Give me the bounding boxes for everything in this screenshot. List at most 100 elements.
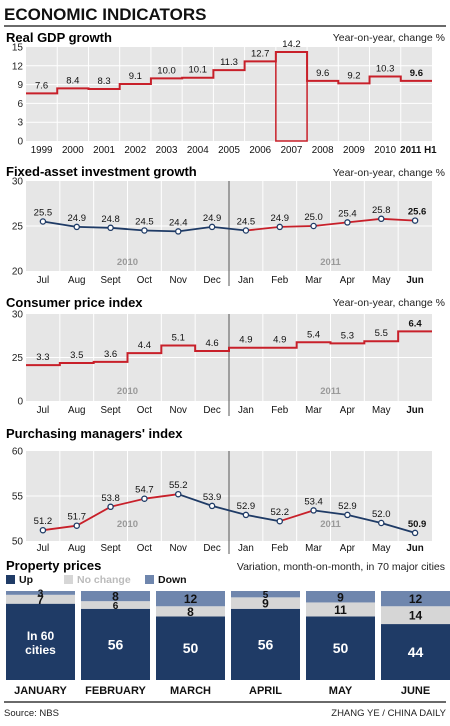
cpi-data-label: 3.3 [36, 352, 49, 363]
property-bar-label: In 60 [27, 629, 55, 643]
cpi-title: Consumer price index [6, 295, 143, 310]
property-xtick-label: MAY [329, 685, 353, 697]
pmi-xtick-label: Nov [170, 543, 188, 554]
fai-title: Fixed-asset investment growth [6, 164, 197, 179]
pmi-series-segment [144, 493, 179, 500]
cpi-xtick-label: Jun [406, 405, 423, 416]
property-bar-segment-down [81, 591, 150, 602]
pmi-data-point [377, 519, 385, 527]
gdp-title: Real GDP growth [6, 30, 112, 45]
fai-data-point [242, 227, 250, 234]
property-bar-segment-down [156, 591, 225, 607]
legend-swatch-up [6, 575, 15, 584]
pmi-data-point [242, 511, 250, 519]
property-bar-label: 50 [333, 640, 349, 656]
property-bar-label: 3 [38, 589, 44, 600]
fai-year-label: 2010 [117, 257, 138, 268]
gdp-xtick-label: 1999 [31, 145, 53, 156]
pmi-data-point [39, 526, 47, 534]
fai-data-label: 24.9 [271, 213, 290, 224]
property-bar-segment-no-change [381, 606, 450, 625]
pmi-data-point [344, 511, 351, 519]
fai-xtick-label: Jul [37, 275, 50, 286]
gdp-xtick-label: 2005 [218, 145, 240, 156]
pmi-xtick-label: Jul [37, 543, 50, 554]
pmi-data-point [107, 503, 114, 511]
pmi-series-segment [110, 497, 145, 508]
gdp-ytick-label: 0 [17, 137, 23, 148]
cpi-xtick-label: Apr [340, 405, 356, 416]
cpi-year-label: 2010 [117, 386, 138, 397]
fai-data-point [344, 219, 351, 226]
property-bar-label: 8 [187, 605, 194, 619]
cpi-ytick-label: 0 [17, 397, 23, 408]
gdp-data-label: 10.3 [376, 63, 395, 74]
pmi-series-segment [347, 514, 382, 524]
gdp-data-label: 9.6 [410, 68, 423, 79]
pmi-year-label: 2011 [320, 519, 341, 530]
fai-data-label: 25.8 [372, 205, 391, 216]
page-title: ECONOMIC INDICATORS [4, 5, 206, 24]
cpi-xtick-label: May [372, 405, 391, 416]
pmi-data-point [208, 502, 216, 510]
legend-swatch-no-change [64, 575, 73, 584]
property-bar-segment-up [381, 624, 450, 680]
pmi-series-segment [42, 524, 77, 532]
cpi-data-label: 4.9 [273, 335, 286, 346]
fai-data-label: 25.0 [304, 212, 323, 223]
property-bar-segment-down [306, 591, 375, 603]
cpi-data-label: 4.4 [138, 340, 151, 351]
property-bar-segment-no-change [156, 606, 225, 617]
fai-data-label: 24.5 [135, 217, 154, 228]
pmi-xtick-label: Aug [68, 543, 85, 554]
cpi-data-label: 5.5 [375, 328, 388, 339]
fai-xtick-label: Apr [340, 275, 356, 286]
pmi-ytick-label: 60 [12, 447, 24, 458]
property-bar-label: 12 [184, 592, 198, 606]
cpi-ytick-label: 30 [12, 310, 24, 321]
property-title: Property prices [6, 558, 101, 573]
pmi-data-point [73, 522, 81, 529]
gdp-xtick-label: 2004 [187, 145, 209, 156]
cpi-xtick-label: Feb [271, 405, 288, 416]
cpi-xtick-label: Oct [137, 405, 153, 416]
fai-series-segment [211, 226, 247, 232]
gdp-data-label: 10.1 [189, 65, 208, 76]
gdp-peak-outline [275, 51, 308, 142]
fai-ytick-label: 30 [12, 177, 24, 188]
fai-series-segment [313, 221, 348, 227]
cpi-year-label: 2011 [320, 386, 341, 397]
gdp-ytick-label: 12 [12, 61, 24, 72]
fai-xtick-label: Jun [406, 275, 423, 286]
pmi-series-segment [211, 505, 247, 516]
property-xtick-label: JUNE [401, 685, 430, 697]
pmi-series-segment [177, 493, 213, 507]
fai-data-label: 24.8 [101, 214, 120, 225]
gdp-data-label: 12.7 [251, 48, 270, 59]
fai-series-segment [110, 226, 145, 232]
cpi-data-label: 4.9 [239, 335, 252, 346]
gdp-ytick-label: 9 [17, 80, 23, 91]
property-xtick-label: FEBRUARY [85, 685, 146, 697]
fai-xtick-label: Aug [68, 275, 85, 286]
cpi-series-line [26, 330, 432, 367]
fai-year-label: 2011 [320, 257, 341, 268]
gdp-ytick-label: 15 [12, 43, 24, 54]
fai-series-segment [144, 229, 179, 233]
fai-data-point [208, 223, 216, 231]
fai-series-segment [178, 226, 213, 233]
pmi-data-label: 51.7 [68, 512, 87, 523]
pmi-data-point [141, 495, 148, 502]
gdp-data-label: 9.2 [347, 70, 360, 81]
cpi-data-label: 5.4 [307, 329, 320, 340]
fai-xtick-label: Dec [203, 275, 221, 286]
pmi-xtick-label: Feb [271, 543, 288, 554]
gdp-ytick-label: 6 [17, 99, 23, 110]
gdp-data-label: 11.3 [220, 57, 238, 68]
gdp-xtick-label: 2008 [312, 145, 334, 156]
gdp-xtick-label: 2003 [156, 145, 178, 156]
property-bar-label: 44 [408, 644, 424, 660]
gdp-xtick-label: 2007 [281, 145, 303, 156]
pmi-xtick-label: May [372, 543, 391, 554]
cpi-xtick-label: Jan [238, 405, 254, 416]
